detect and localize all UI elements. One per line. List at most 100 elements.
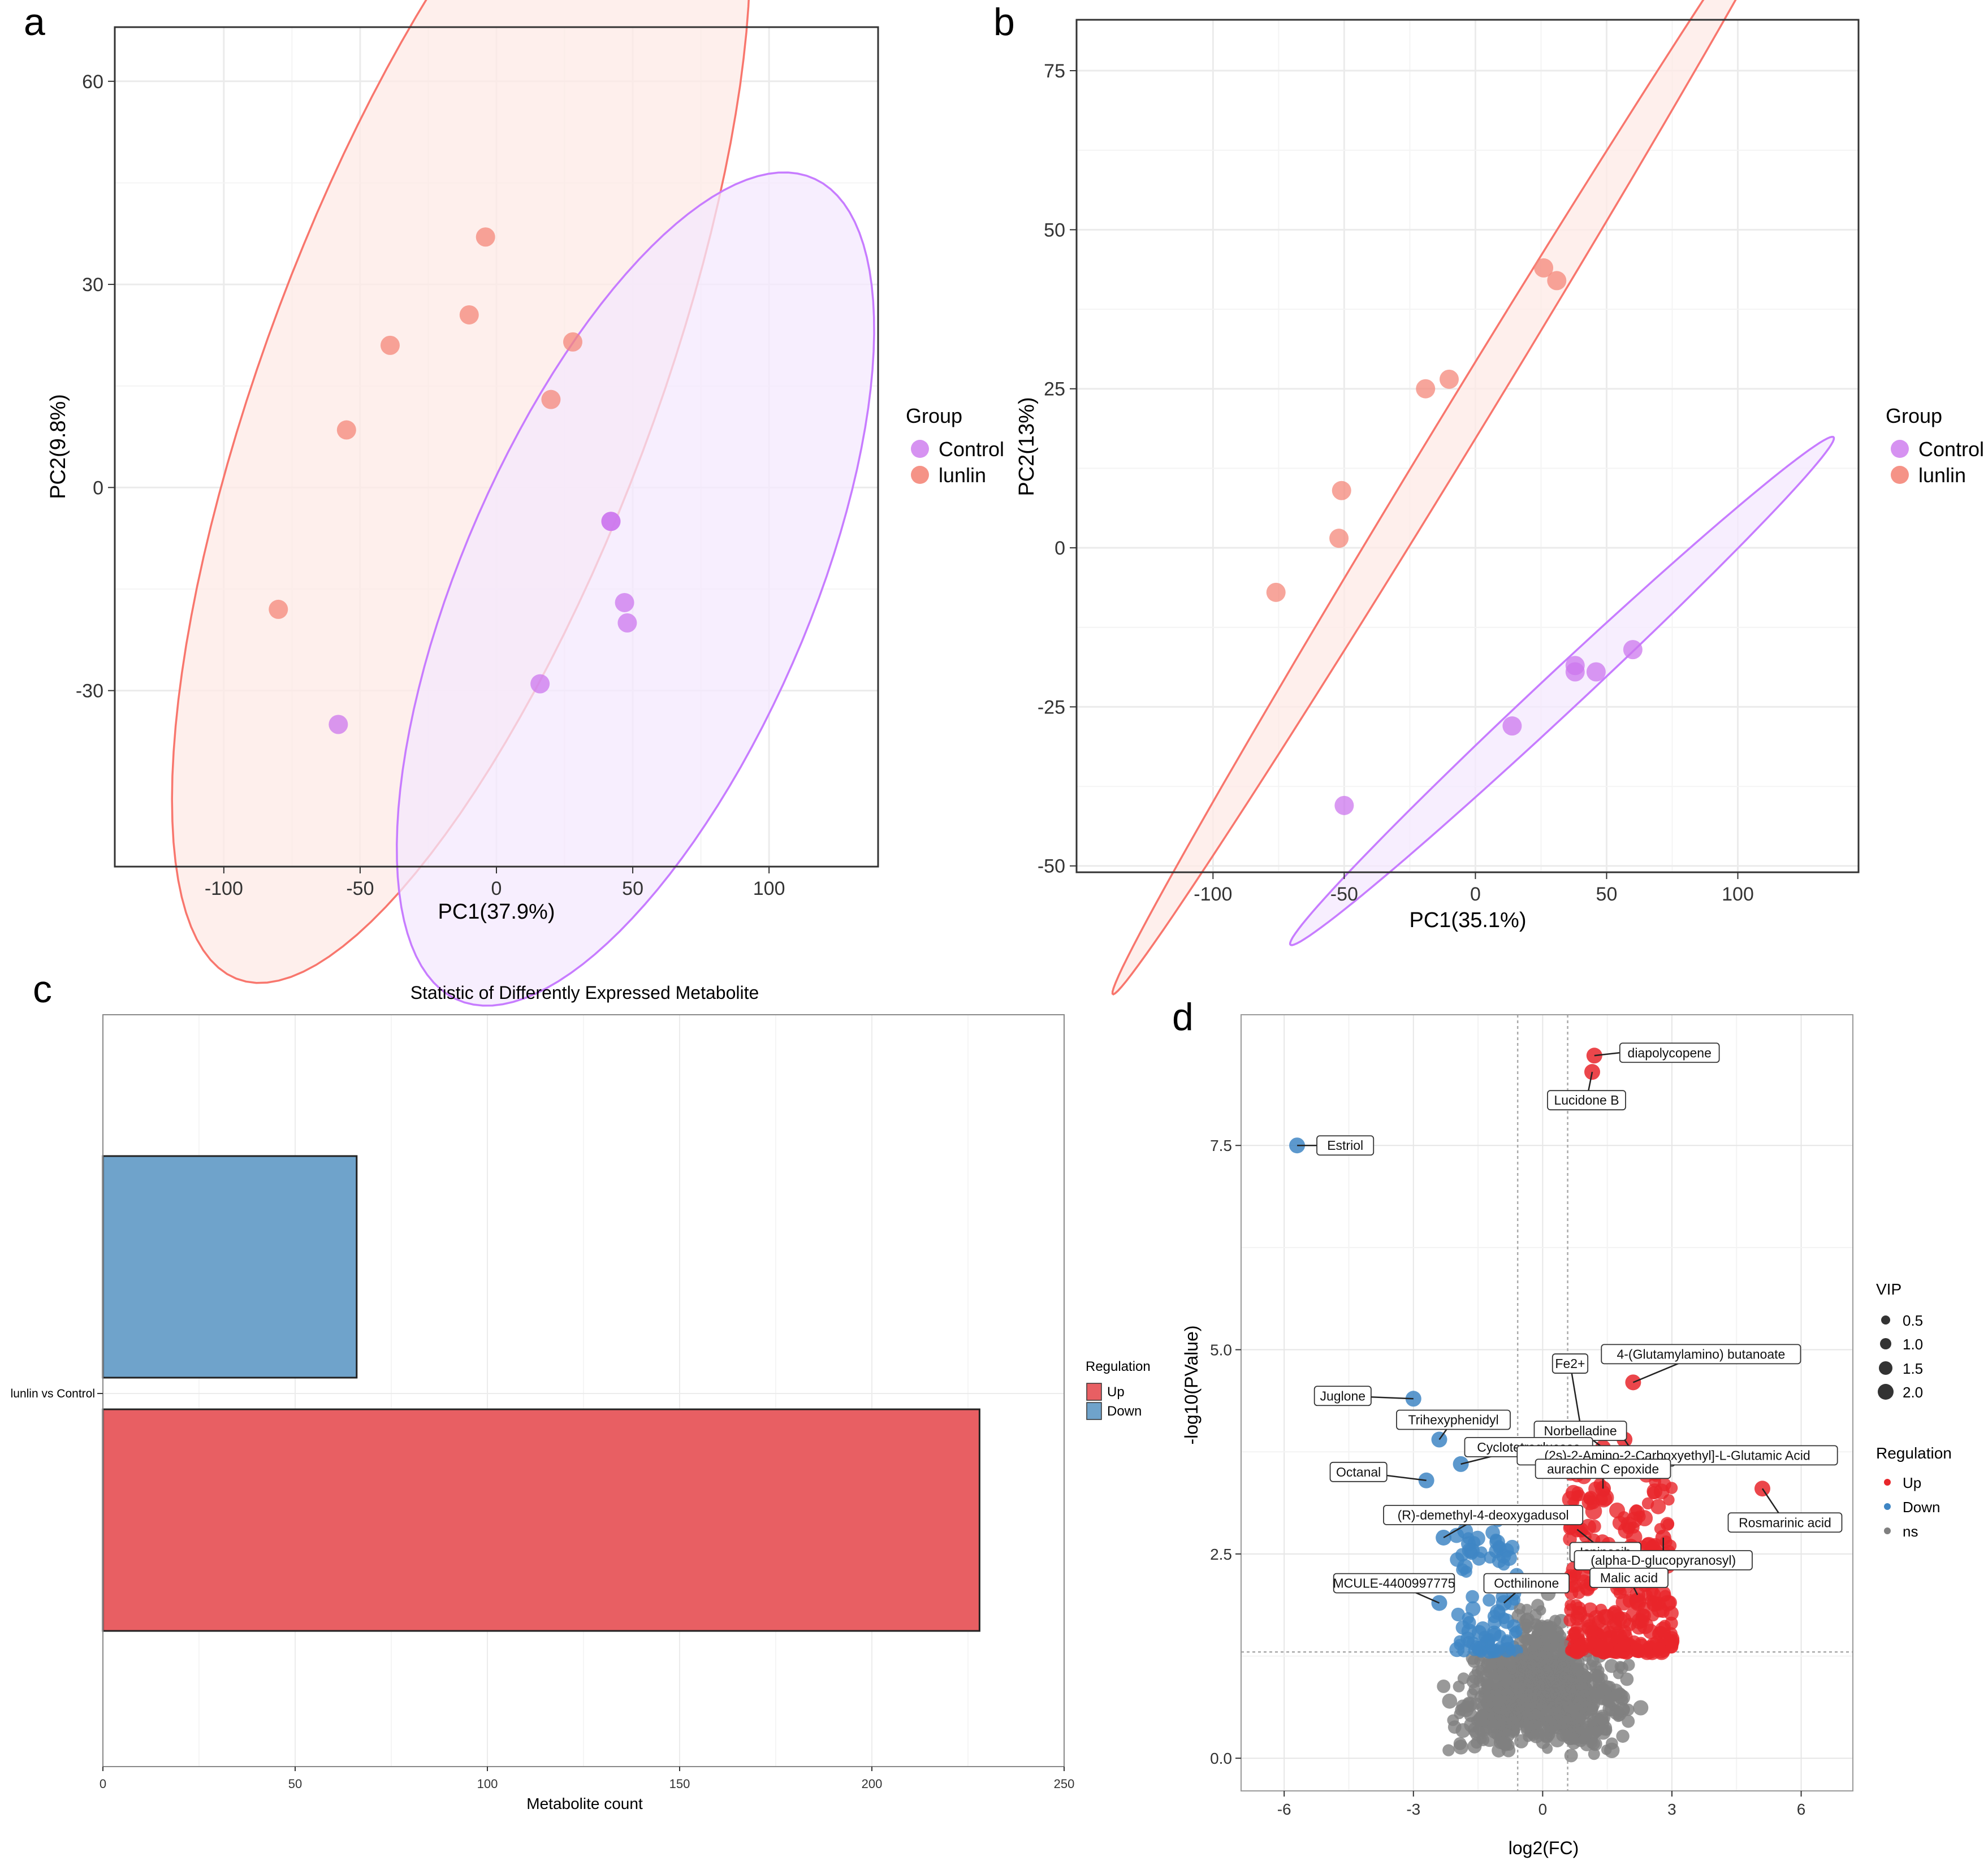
y-tick-label: -25 [1038, 696, 1065, 718]
point-label: 4-(Glutamylamino) butanoate [1617, 1347, 1785, 1361]
y-tick-label: 0 [93, 477, 103, 499]
data-point [1470, 1530, 1485, 1546]
data-point-control [601, 512, 621, 531]
data-point [1622, 1703, 1635, 1716]
volcano-d-point-labels: diapolycopene Lucidone B Estriol Fe2+ 4-(Glu… [1297, 1042, 1843, 1604]
data-point [1609, 1618, 1622, 1630]
data-point [1492, 1743, 1506, 1758]
x-tick-label: 50 [288, 1777, 302, 1791]
vip-legend-3: 2.0 [1903, 1384, 1923, 1401]
point-label: (alpha-D-glucopyranosyl) [1591, 1553, 1736, 1568]
data-point-control [530, 674, 550, 694]
volcano-d-xlabel: log2(FC) [1509, 1838, 1579, 1858]
data-point [1450, 1552, 1465, 1567]
label-box [1589, 1568, 1669, 1589]
data-point [1514, 1734, 1529, 1749]
point-label: MCULE-4400997775 [1333, 1576, 1455, 1591]
pca-b-legend-control-swatch [1891, 440, 1909, 458]
x-tick-label: 0 [1470, 884, 1481, 905]
data-point [1609, 1705, 1624, 1720]
data-point [1532, 1620, 1544, 1633]
y-tick-label: 50 [1044, 219, 1065, 241]
vip-legend-swatch-3 [1878, 1384, 1894, 1400]
data-point-lunlin [1266, 582, 1286, 602]
data-point [1622, 1715, 1635, 1728]
data-point [1462, 1532, 1475, 1544]
data-point-control [615, 592, 634, 612]
pca-a-points [269, 227, 637, 734]
pca-a-ellipses [171, 0, 875, 1007]
y-tick-label: 7.5 [1210, 1137, 1232, 1154]
data-point [1569, 1663, 1583, 1677]
pca-plot-b: -100 -50 0 50 100 -50 -25 0 25 50 75 PC1(35.1%) PC… [1015, 0, 1984, 996]
x-tick-label: 200 [862, 1777, 883, 1791]
point-label: Lucidone B [1554, 1093, 1619, 1107]
data-point [1455, 1723, 1471, 1738]
bar-c-category-label: lunlin vs Control [11, 1387, 95, 1400]
bar-chart-c: Statistic of Differently Expressed Metab… [11, 983, 1151, 1812]
data-point-lunlin [1329, 529, 1349, 548]
data-point [1601, 1724, 1613, 1736]
label-leader-line [1594, 1052, 1620, 1057]
data-point [1514, 1653, 1528, 1667]
data-point-control [617, 613, 637, 633]
pca-b-ylabel: PC2(13%) [1015, 397, 1039, 496]
data-point-lunlin [476, 227, 495, 247]
x-tick-label: -3 [1406, 1801, 1420, 1818]
vip-legend-swatch-0 [1881, 1315, 1890, 1325]
label-box [1329, 1461, 1388, 1482]
data-point [1482, 1690, 1495, 1703]
data-point [1632, 1643, 1645, 1656]
pca-b-panel-border [1075, 19, 1860, 873]
point-label: Norbelladine [1544, 1423, 1617, 1438]
pca-b-legend-lunlin-swatch [1891, 466, 1909, 484]
data-point [1460, 1631, 1475, 1646]
data-point [1572, 1586, 1585, 1599]
data-point [1588, 1737, 1600, 1750]
data-point [1579, 1707, 1592, 1720]
data-point [1462, 1612, 1474, 1625]
confidence-ellipse-lunlin [1111, 0, 1737, 996]
x-tick-label: 100 [753, 878, 785, 899]
data-point-control [1502, 716, 1522, 736]
reg-legend-ns: ns [1903, 1523, 1918, 1540]
pca-b-xlabel: PC1(35.1%) [1410, 908, 1527, 932]
confidence-ellipse-control [1289, 435, 1835, 946]
bar-up [102, 1408, 980, 1632]
volcano-d-ylabel: -log10(PValue) [1181, 1325, 1202, 1444]
label-box [1483, 1573, 1570, 1594]
pca-a-xlabel: PC1(37.9%) [438, 900, 555, 924]
bar-c-xlabel: Metabolite count [526, 1795, 643, 1812]
data-point [1519, 1695, 1531, 1706]
y-tick-label: 30 [82, 274, 103, 296]
label-box [1316, 1135, 1375, 1156]
data-point [1514, 1603, 1526, 1615]
data-point [1650, 1499, 1666, 1514]
data-point [1467, 1688, 1478, 1699]
y-tick-label: -50 [1038, 856, 1065, 877]
data-point [1588, 1520, 1601, 1533]
point-label: Estriol [1327, 1138, 1363, 1153]
reg-legend-up: Up [1903, 1474, 1921, 1491]
data-point [1545, 1621, 1558, 1634]
panel-label-c: c [33, 968, 52, 1011]
reg-legend-ns-swatch [1884, 1527, 1891, 1534]
reg-legend-down-swatch [1884, 1503, 1891, 1510]
data-point [1524, 1667, 1536, 1679]
data-point-lunlin [1440, 369, 1459, 389]
x-tick-label: -50 [346, 878, 374, 899]
pca-a-legend-lunlin-swatch [911, 466, 929, 484]
vip-legend-1: 1.0 [1903, 1336, 1923, 1353]
data-point [1580, 1613, 1596, 1628]
data-point [1480, 1659, 1494, 1673]
pca-a-legend-lunlin: lunlin [939, 464, 986, 487]
label-box [1333, 1573, 1455, 1594]
data-point [1665, 1640, 1679, 1654]
data-point [1483, 1680, 1493, 1690]
data-point [1437, 1680, 1451, 1693]
point-label: aurachin C epoxide [1547, 1461, 1659, 1476]
data-point [1510, 1625, 1523, 1638]
data-point [1620, 1672, 1634, 1686]
x-tick-label: 0 [491, 878, 502, 899]
data-point [1538, 1645, 1552, 1659]
